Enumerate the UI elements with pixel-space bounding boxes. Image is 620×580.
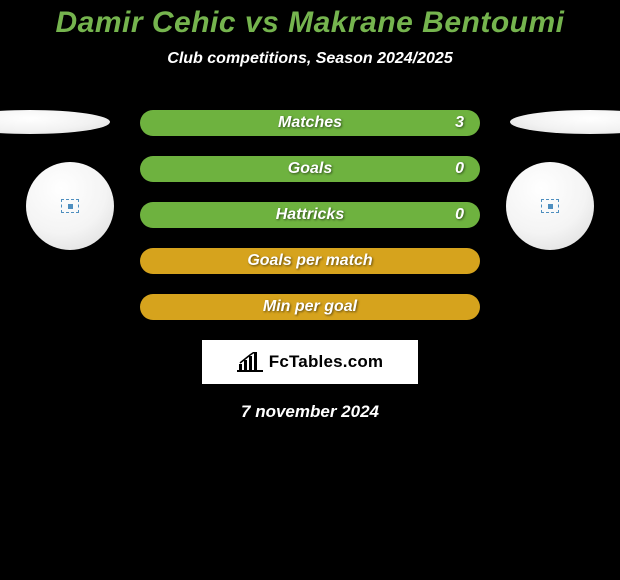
stat-bars: Matches 3 Goals 0 Hattricks 0 Goals per … [140, 110, 480, 320]
stat-label: Goals per match [247, 252, 372, 270]
left-club-crest-inner-icon [68, 204, 73, 209]
right-player-ellipse [510, 110, 620, 134]
stat-bar: Matches 3 [140, 110, 480, 136]
right-club-crest-icon [541, 199, 559, 213]
subtitle: Club competitions, Season 2024/2025 [0, 50, 620, 68]
stat-bar: Goals 0 [140, 156, 480, 182]
stat-bar: Goals per match [140, 248, 480, 274]
comparison-stage: Matches 3 Goals 0 Hattricks 0 Goals per … [0, 110, 620, 422]
left-player-avatar [26, 162, 114, 250]
footer-date: 7 november 2024 [0, 402, 620, 422]
stat-label: Hattricks [276, 206, 344, 224]
brand-text: FcTables.com [269, 352, 384, 372]
stat-bar: Hattricks 0 [140, 202, 480, 228]
page-title: Damir Cehic vs Makrane Bentoumi [0, 0, 620, 40]
stat-label: Goals [288, 160, 332, 178]
stat-label: Matches [278, 114, 342, 132]
brand-box: FcTables.com [202, 340, 418, 384]
bars-chart-icon [237, 352, 263, 372]
right-player-avatar [506, 162, 594, 250]
stat-value: 0 [455, 206, 464, 224]
left-club-crest-icon [61, 199, 79, 213]
stat-label: Min per goal [263, 298, 357, 316]
left-player-ellipse [0, 110, 110, 134]
stat-bar: Min per goal [140, 294, 480, 320]
right-club-crest-inner-icon [548, 204, 553, 209]
stat-value: 3 [455, 114, 464, 132]
stat-value: 0 [455, 160, 464, 178]
